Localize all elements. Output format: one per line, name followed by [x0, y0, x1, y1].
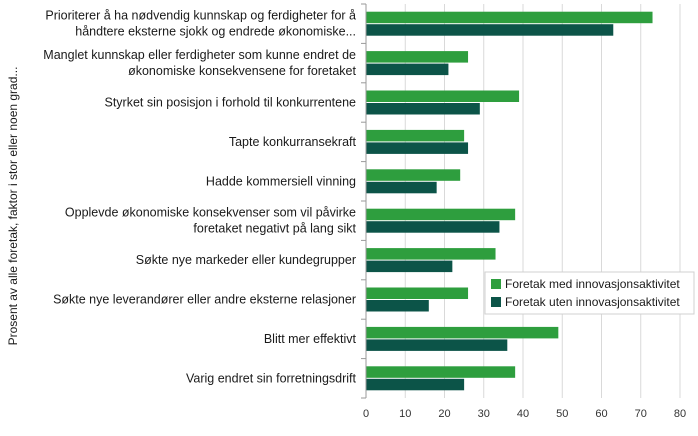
category-label: Varig endret sin forretningsdrift [186, 371, 357, 385]
x-tick-label: 30 [478, 408, 490, 420]
bar [366, 287, 469, 299]
x-tick-label: 70 [635, 408, 647, 420]
category-label: Søkte nye markeder eller kundegrupper [136, 253, 356, 267]
x-tick-label: 80 [674, 408, 686, 420]
legend-box [484, 271, 695, 315]
axes [361, 3, 367, 399]
bar [366, 129, 465, 142]
category-label: Styrket sin posisjon i forhold til konku… [104, 96, 356, 110]
legend-swatch [491, 297, 501, 307]
legend-swatch [491, 279, 501, 289]
x-tick-label: 20 [438, 408, 450, 420]
bar [366, 221, 500, 233]
bar [366, 169, 461, 181]
legend-item-label: Foretak med innovasjonsaktivitet [505, 277, 680, 291]
category-label: Søkte nye leverandører eller andre ekste… [53, 293, 356, 307]
bar [366, 248, 496, 260]
bar [366, 24, 614, 36]
category-label: Hadde kommersiell vinning [206, 174, 356, 188]
bar [366, 63, 449, 76]
bar [366, 326, 559, 339]
x-tick-labels: 0 10 20 30 40 50 60 70 80 [363, 408, 686, 420]
category-label: Opplevde økonomiske konsekvenser som vil… [65, 206, 357, 236]
x-tick-label: 10 [399, 408, 411, 420]
bar [366, 142, 469, 154]
category-label: Blitt mer effektivt [264, 332, 357, 346]
bar [366, 260, 453, 273]
bar [366, 300, 429, 312]
category-labels: Prioriterer å ha nødvendig kunnskap og f… [43, 9, 356, 386]
bar [366, 103, 480, 115]
y-axis-label: Prosent av alle foretak, faktor i stor e… [6, 67, 20, 346]
category-label: Prioriterer å ha nødvendig kunnskap og f… [45, 9, 356, 39]
bar [366, 181, 437, 194]
legend[interactable]: Foretak med innovasjonsaktivitet Foretak … [484, 271, 695, 315]
category-label: Manglet kunnskap eller ferdigheter som k… [43, 48, 356, 78]
category-label: Tapte konkurransekraft [229, 135, 357, 149]
bar [366, 208, 516, 221]
gridlines [404, 4, 681, 398]
x-tick-label: 60 [595, 408, 607, 420]
bars [366, 11, 653, 391]
bar [366, 51, 469, 63]
legend-item-label: Foretak uten innovasjonsaktivitet [505, 295, 680, 309]
bar [366, 90, 520, 102]
bar [366, 339, 508, 351]
bar [366, 11, 653, 24]
bar [366, 366, 516, 378]
x-tick-label: 50 [556, 408, 568, 420]
x-tick-label: 40 [517, 408, 529, 420]
bar [366, 378, 465, 391]
x-tick-label: 0 [363, 408, 369, 420]
